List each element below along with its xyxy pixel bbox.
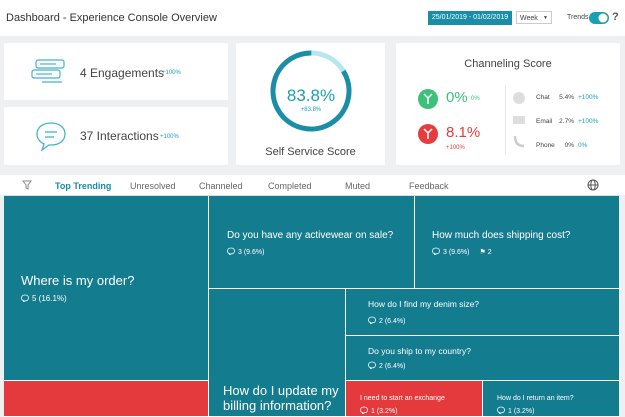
channel-change: +100% bbox=[578, 118, 599, 125]
comment-icon bbox=[360, 406, 368, 415]
topic-count-row: 5 (16.1%) bbox=[21, 294, 67, 303]
date-range[interactable]: 25/01/2019 - 01/02/2019 bbox=[428, 11, 512, 25]
channel-value: 2.7% bbox=[559, 118, 574, 125]
topic-label: Where is my order? bbox=[21, 273, 135, 288]
treemap-tile[interactable]: Where is my order? 5 (16.1%) bbox=[4, 196, 209, 381]
topic-extra: ⚑ 2 bbox=[479, 249, 491, 256]
treemap-tile[interactable]: Do you ship to my country? 2 (6.4%) bbox=[346, 336, 620, 381]
topic-label: How do I update my billing information? bbox=[223, 383, 339, 413]
channel-name: Email bbox=[536, 118, 553, 125]
topic-count: 1 (3.2%) bbox=[508, 408, 535, 415]
topic-count: 5 (16.1%) bbox=[32, 294, 67, 303]
tab[interactable]: Top Trending bbox=[55, 181, 112, 191]
extra-icon: ⚑ bbox=[479, 249, 488, 256]
topic-count-row: 2 (6.4%) bbox=[368, 316, 405, 325]
treemap-tile[interactable]: How do I find my denim size? 2 (6.4%) bbox=[346, 289, 620, 336]
topic-label: How do I find my denim size? bbox=[368, 299, 480, 309]
donut-arc bbox=[270, 50, 352, 132]
comment-icon bbox=[368, 316, 376, 325]
globe-icon[interactable] bbox=[587, 179, 599, 191]
engagements-icon bbox=[31, 59, 65, 83]
self-service-change: +83.8% bbox=[300, 107, 322, 113]
help-button[interactable]: ? bbox=[612, 11, 619, 23]
topic-count: 2 (6.4%) bbox=[379, 363, 406, 370]
topic-count-row: 3 (9.6%) bbox=[227, 247, 264, 256]
treemap-tile[interactable] bbox=[4, 381, 209, 417]
trends-label: Trends bbox=[567, 14, 589, 21]
topic-count-row: 3 (9.6%) ⚑ 2 bbox=[432, 247, 492, 256]
channel-change: 0% bbox=[578, 142, 588, 149]
treemap-tile[interactable]: How much does shipping cost? 3 (9.6%) ⚑ 2 bbox=[415, 196, 620, 289]
interactions-card bbox=[4, 107, 228, 165]
treemap-tile[interactable]: How do I update my billing information? bbox=[209, 289, 346, 417]
comment-icon bbox=[497, 406, 505, 415]
channel-change: +100% bbox=[578, 94, 599, 101]
negative-icon bbox=[418, 124, 438, 144]
treemap-tile[interactable]: How do I return an item? 1 (3.2%) bbox=[483, 381, 620, 417]
comment-icon bbox=[21, 294, 29, 303]
positive-value: 0% bbox=[446, 89, 468, 106]
extra-value: 2 bbox=[487, 249, 492, 256]
topic-label: I need to start an exchange bbox=[360, 395, 445, 402]
channel-name: Chat bbox=[536, 94, 550, 101]
tab-bar bbox=[0, 175, 625, 195]
top-bar bbox=[0, 0, 625, 36]
topic-count: 3 (9.6%) bbox=[238, 249, 265, 256]
engagements-card bbox=[4, 43, 228, 100]
treemap-tile[interactable]: I need to start an exchange 1 (3.2%) bbox=[346, 381, 483, 417]
negative-change: +100% bbox=[446, 145, 465, 151]
tab-underline bbox=[4, 195, 620, 196]
period-select[interactable]: Week ▼ bbox=[516, 11, 552, 24]
page-title: Dashboard - Experience Console Overview bbox=[6, 12, 217, 24]
self-service-label: Self Service Score bbox=[265, 146, 356, 158]
self-service-donut bbox=[270, 50, 352, 132]
channel-icons bbox=[513, 92, 525, 148]
treemap: Where is my order? 5 (16.1%) Do you have a… bbox=[4, 196, 620, 417]
self-service-value: 83.8% bbox=[286, 86, 336, 105]
topic-label: Do you ship to my country? bbox=[368, 346, 471, 356]
engagements-label: 4 Engagements bbox=[80, 66, 165, 80]
interactions-icon bbox=[36, 122, 66, 152]
channel-value: 5.4% bbox=[559, 94, 574, 101]
filter-icon[interactable] bbox=[22, 180, 32, 190]
self-service-card bbox=[236, 43, 385, 165]
interactions-label: 37 Interactions bbox=[80, 129, 159, 143]
topic-count: 1 (3.2%) bbox=[371, 408, 398, 415]
channeling-title: Channeling Score bbox=[464, 58, 552, 70]
tab[interactable]: Unresolved bbox=[130, 181, 176, 191]
topic-label: Do you have any activewear on sale? bbox=[227, 230, 394, 241]
positive-change: 0% bbox=[471, 96, 480, 102]
dropdown-arrow: ▼ bbox=[543, 15, 548, 21]
treemap-tile[interactable]: Do you have any activewear on sale? 3 (9.… bbox=[209, 196, 415, 289]
trends-toggle[interactable] bbox=[589, 12, 609, 24]
negative-value: 8.1% bbox=[446, 124, 481, 141]
comment-icon bbox=[368, 361, 376, 370]
tab[interactable]: Completed bbox=[268, 181, 312, 191]
topic-count-row: 1 (3.2%) bbox=[497, 406, 534, 415]
topic-label: How much does shipping cost? bbox=[432, 230, 571, 241]
topic-label: How do I return an item? bbox=[497, 395, 574, 402]
channel-name: Phone bbox=[536, 142, 555, 149]
divider bbox=[505, 86, 506, 154]
tab[interactable]: Muted bbox=[345, 181, 371, 191]
topic-count: 2 (6.4%) bbox=[379, 318, 406, 325]
engagements-change: +100% bbox=[162, 70, 181, 76]
period-label: Week bbox=[520, 15, 538, 22]
comment-icon bbox=[432, 247, 440, 256]
topic-count-row: 1 (3.2%) bbox=[360, 406, 397, 415]
channel-value: 0% bbox=[564, 142, 574, 149]
tab[interactable]: Channeled bbox=[199, 181, 243, 191]
topic-count: 3 (9.6%) bbox=[443, 249, 470, 256]
topic-count-row: 2 (6.4%) bbox=[368, 361, 405, 370]
positive-icon bbox=[418, 89, 438, 109]
interactions-change: +100% bbox=[160, 134, 179, 140]
comment-icon bbox=[227, 247, 235, 256]
tab[interactable]: Feedback bbox=[409, 181, 449, 191]
